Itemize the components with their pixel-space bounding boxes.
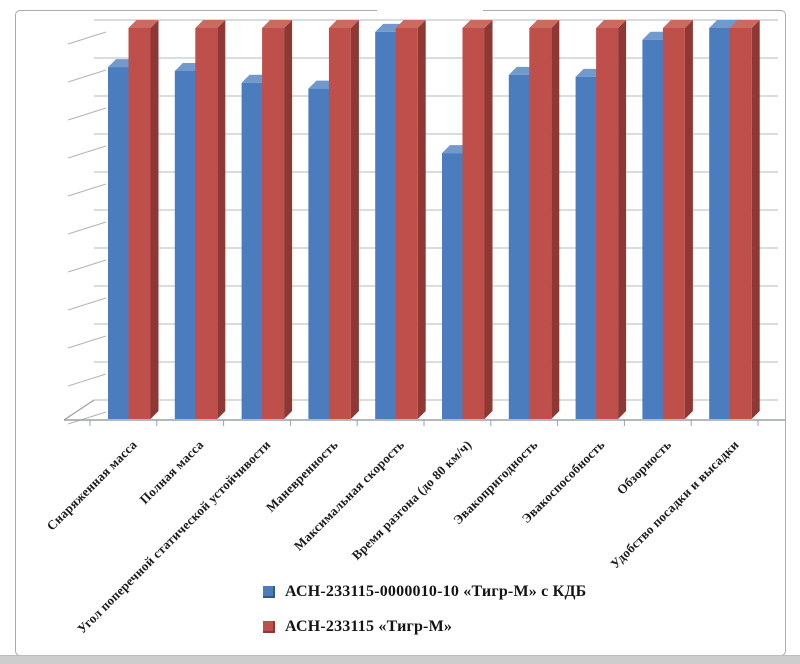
floor-left-edge [63, 399, 95, 421]
value-axis-tick [67, 69, 107, 83]
bar-blue-3-front [308, 88, 330, 419]
bar-red-4-front [395, 28, 418, 419]
bar-red-9-top [729, 20, 760, 28]
bar-red-7-side [618, 20, 627, 419]
bar-red-1-side [217, 20, 226, 419]
bar-red-8-front [662, 28, 685, 419]
value-axis-tick [67, 335, 107, 349]
bar-red-8-top [662, 20, 693, 28]
bar-red-7-top [596, 20, 627, 28]
bar-blue-9-top [709, 20, 739, 28]
bar-red-6-top [529, 20, 560, 28]
bar-red-5-top [462, 20, 493, 28]
bar-red-3-side [350, 20, 359, 419]
bar-red-9-front [729, 28, 752, 419]
bar-blue-6-front [508, 74, 530, 420]
bar-red-6-side [551, 20, 560, 419]
bar-red-1-top [195, 20, 226, 28]
bar-red-3-front [328, 28, 351, 419]
legend-swatch-icon [263, 621, 275, 633]
value-axis-tick [67, 259, 107, 273]
value-axis-tick [67, 373, 107, 387]
value-axis-tick [67, 183, 107, 197]
bar-red-0-top [128, 20, 159, 28]
legend-item-0: АСН-233115-0000010-10 «Тигр-М» с КДБ [263, 583, 586, 601]
bar-red-0-front [128, 28, 151, 419]
bar-red-2-top [262, 20, 293, 28]
legend-swatch-icon [263, 586, 275, 598]
bar-red-8-side [684, 20, 693, 419]
page-edge-strip [0, 655, 800, 664]
bar-blue-1-front [174, 71, 196, 419]
bar-blue-5-front [442, 153, 463, 419]
bar-red-4-top [395, 20, 426, 28]
bar-blue-4-front [375, 31, 397, 419]
bar-red-0-side [150, 20, 159, 419]
bar-red-4-side [417, 20, 426, 419]
bar-red-2-side [284, 20, 293, 419]
value-axis-tick [67, 221, 107, 235]
frame-gap-artifact [377, 5, 483, 18]
bar-blue-8-front [642, 39, 664, 419]
bar-blue-9-front [709, 28, 731, 419]
bar-red-9-side [751, 20, 760, 419]
bar-blue-7-front [575, 76, 597, 419]
legend-item-1: АСН-233115 «Тигр-М» [263, 618, 586, 636]
value-axis-tick [67, 31, 107, 45]
bar-red-5-front [462, 28, 485, 419]
bar-red-3-top [328, 20, 359, 28]
bar-blue-2-front [241, 82, 263, 420]
value-axis-tick [67, 411, 107, 425]
value-axis-tick [67, 297, 107, 311]
bar-red-1-front [195, 28, 218, 419]
legend-label: АСН-233115 «Тигр-М» [285, 618, 453, 635]
bar-red-2-front [262, 28, 285, 419]
value-axis-tick [67, 145, 107, 159]
legend: АСН-233115-0000010-10 «Тигр-М» с КДБ АСН-… [263, 583, 586, 653]
legend-label: АСН-233115-0000010-10 «Тигр-М» с КДБ [285, 583, 587, 600]
bar-red-7-front [596, 28, 619, 419]
value-axis-tick [67, 107, 107, 121]
bar-red-5-side [484, 20, 493, 419]
bar-blue-0-front [108, 67, 129, 419]
bar-red-6-front [529, 28, 552, 419]
